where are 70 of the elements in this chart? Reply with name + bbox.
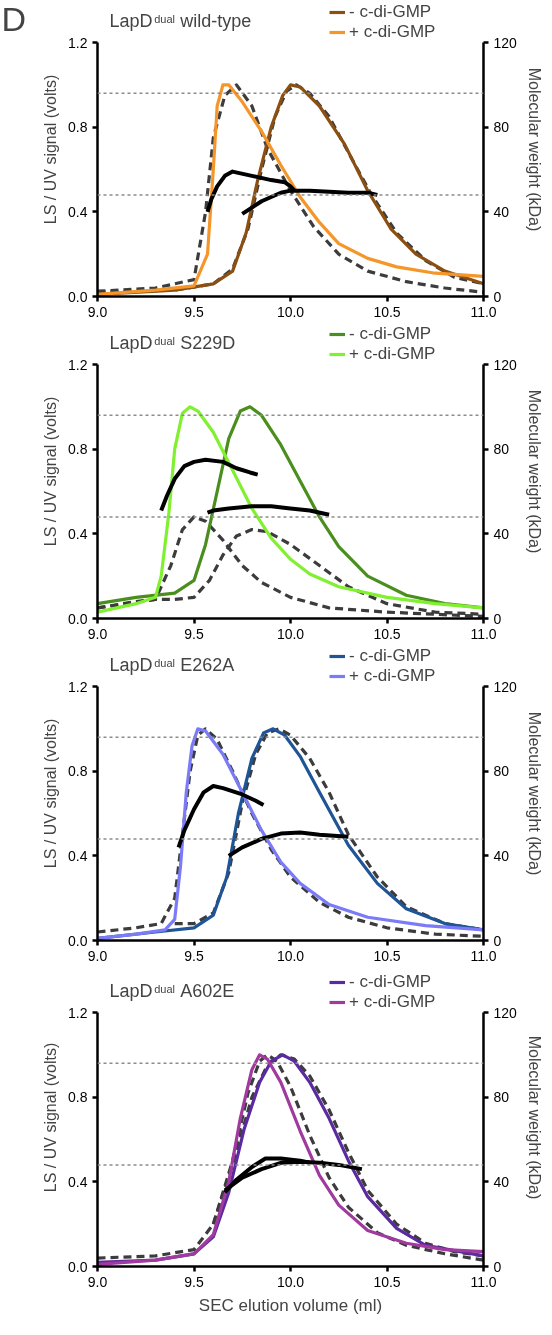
y-tick-label: 0.4: [68, 525, 88, 542]
y-tick-label: 0.0: [68, 1258, 88, 1275]
y2-tick-label: 120: [493, 34, 518, 51]
x-tick-label: 9.0: [87, 1273, 108, 1290]
x-tick-label: 10.5: [373, 1273, 401, 1290]
y2-tick-label: 80: [493, 1089, 510, 1106]
y-tick-label: 0.8: [68, 119, 88, 136]
y-axis-title: LS / UV signal (volts): [42, 74, 60, 225]
x-tick-label: 11.0: [470, 625, 497, 642]
x-tick-label: 9.5: [184, 947, 204, 964]
x-tick-label: 10.0: [276, 625, 305, 642]
x-tick-label: 9.0: [87, 303, 108, 320]
y-tick-label: 0.8: [68, 1089, 88, 1106]
legend-label: - c-di-GMP: [349, 646, 432, 666]
x-tick-label: 11.0: [470, 303, 497, 320]
y-tick-label: 0.0: [68, 932, 88, 949]
legend-label: - c-di-GMP: [349, 2, 432, 22]
y2-axis-title: Molecular weight (kDa): [525, 1035, 543, 1200]
y-tick-label: 1.2: [68, 34, 88, 51]
y2-tick-label: 80: [493, 763, 510, 780]
y2-tick-label: 40: [493, 1173, 510, 1190]
y2-tick-label: 40: [493, 525, 510, 542]
x-tick-label: 11.0: [470, 1273, 497, 1290]
text: D: [1, 0, 27, 38]
y-tick-label: 0.8: [68, 441, 88, 458]
x-tick-label: 9.5: [184, 625, 204, 642]
x-tick-label: 9.5: [184, 1273, 204, 1290]
y-tick-label: 1.2: [68, 678, 88, 695]
y2-axis-title: Molecular weight (kDa): [525, 67, 543, 232]
legend-label: + c-di-GMP: [349, 666, 436, 686]
legend-label: - c-di-GMP: [349, 972, 432, 992]
y2-tick-label: 0: [493, 1258, 502, 1275]
y2-tick-label: 120: [493, 678, 518, 695]
x-tick-label: 9.0: [87, 947, 108, 964]
y2-tick-label: 40: [493, 203, 510, 220]
x-tick-label: 9.5: [184, 303, 204, 320]
y-tick-label: 0.8: [68, 763, 88, 780]
y-axis-title: LS / UV signal (volts): [42, 1042, 60, 1193]
x-tick-label: 10.0: [276, 303, 305, 320]
y2-tick-label: 80: [493, 441, 510, 458]
y-axis-title: LS / UV signal (volts): [42, 396, 60, 547]
y2-tick-label: 40: [493, 847, 510, 864]
x-tick-label: 10.5: [373, 303, 401, 320]
y2-tick-label: 80: [493, 119, 510, 136]
y2-axis-title: Molecular weight (kDa): [525, 389, 543, 554]
x-tick-label: 10.0: [276, 947, 305, 964]
y-tick-label: 1.2: [68, 1004, 88, 1021]
x-tick-label: 10.5: [373, 625, 401, 642]
y2-tick-label: 0: [493, 288, 502, 305]
y-axis-title: LS / UV signal (volts): [42, 718, 60, 869]
y-tick-label: 0.4: [68, 203, 88, 220]
legend-label: + c-di-GMP: [349, 344, 436, 364]
legend-label: + c-di-GMP: [349, 992, 436, 1012]
y2-axis-title: Molecular weight (kDa): [525, 711, 543, 876]
legend-label: + c-di-GMP: [349, 22, 436, 42]
y2-tick-label: 0: [493, 610, 502, 627]
y2-tick-label: 120: [493, 1004, 518, 1021]
y-tick-label: 0.4: [68, 847, 88, 864]
y-tick-label: 0.0: [68, 288, 88, 305]
y-tick-label: 1.2: [68, 356, 88, 373]
legend-label: - c-di-GMP: [349, 324, 432, 344]
x-tick-label: 10.0: [276, 1273, 305, 1290]
y-tick-label: 0.0: [68, 610, 88, 627]
x-tick-label: 11.0: [470, 947, 497, 964]
y2-tick-label: 120: [493, 356, 518, 373]
x-tick-label: 10.5: [373, 947, 401, 964]
x-axis-title: SEC elution volume (ml): [198, 1295, 383, 1315]
y2-tick-label: 0: [493, 932, 502, 949]
x-tick-label: 9.0: [87, 625, 108, 642]
y-tick-label: 0.4: [68, 1173, 88, 1190]
